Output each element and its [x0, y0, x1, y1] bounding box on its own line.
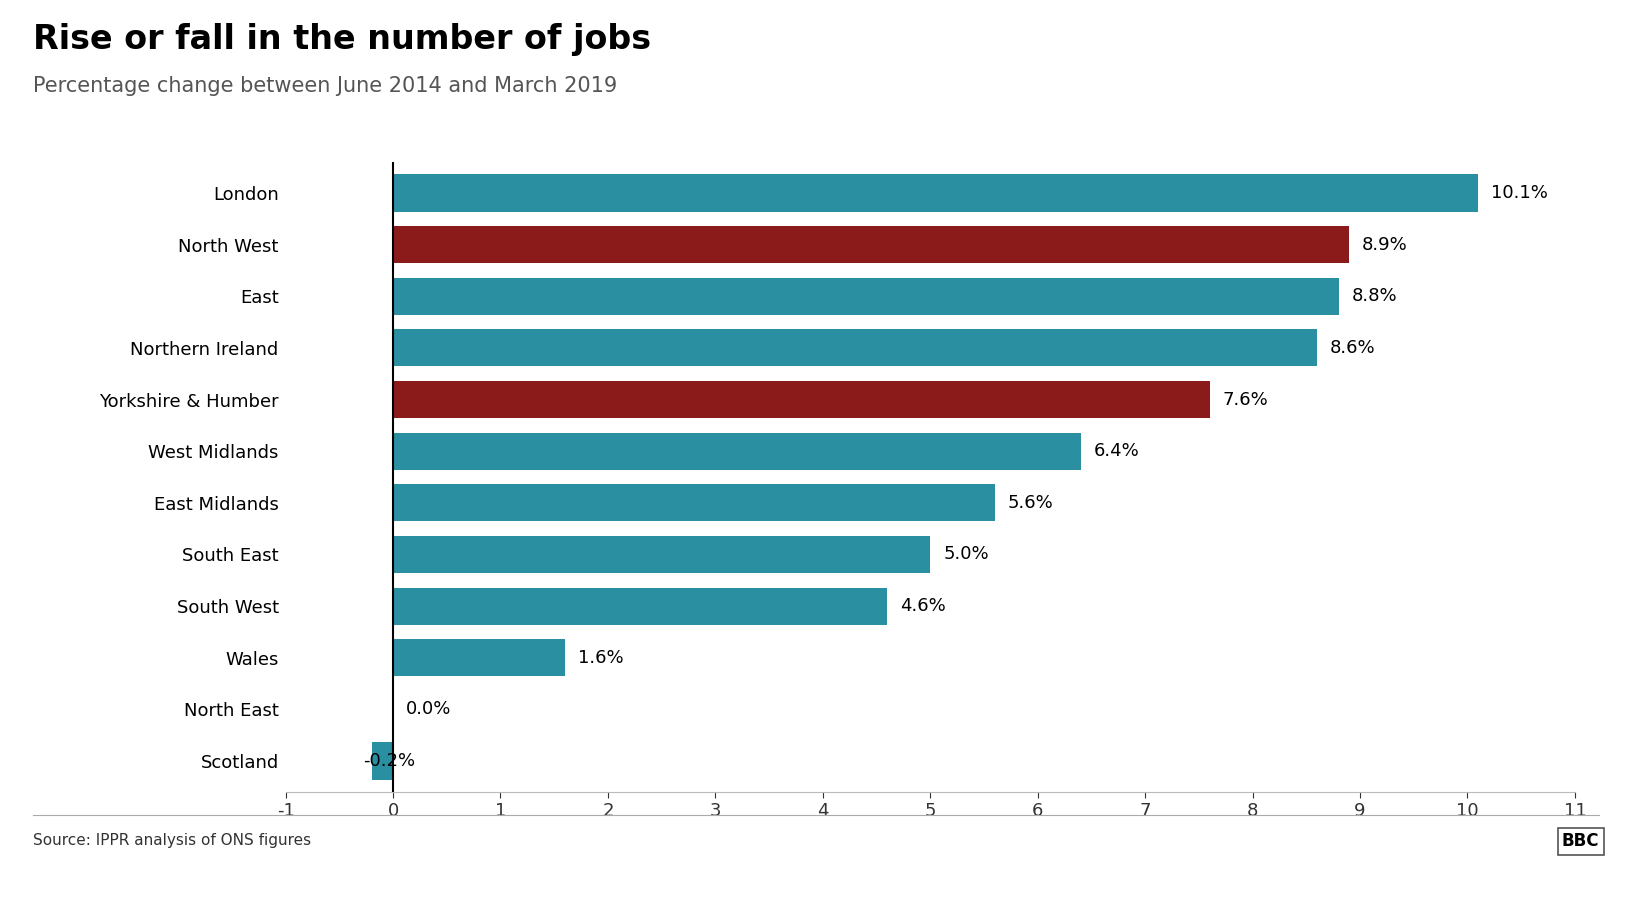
- Text: Rise or fall in the number of jobs: Rise or fall in the number of jobs: [33, 22, 651, 56]
- Text: 10.1%: 10.1%: [1492, 184, 1547, 202]
- Bar: [372, 742, 393, 779]
- Text: BBC: BBC: [1562, 832, 1599, 850]
- Bar: [393, 226, 1350, 263]
- Text: Percentage change between June 2014 and March 2019: Percentage change between June 2014 and …: [33, 76, 617, 96]
- Text: 1.6%: 1.6%: [578, 649, 623, 667]
- Text: 6.4%: 6.4%: [1093, 442, 1139, 460]
- Text: -0.2%: -0.2%: [362, 752, 415, 770]
- Bar: [393, 588, 888, 625]
- Bar: [393, 381, 1209, 418]
- Text: Source: IPPR analysis of ONS figures: Source: IPPR analysis of ONS figures: [33, 832, 310, 848]
- Bar: [393, 433, 1080, 470]
- Bar: [393, 175, 1479, 211]
- Text: 8.8%: 8.8%: [1351, 287, 1397, 305]
- Bar: [393, 329, 1317, 366]
- Text: 8.6%: 8.6%: [1330, 339, 1376, 357]
- Text: 7.6%: 7.6%: [1222, 391, 1268, 409]
- Text: 8.9%: 8.9%: [1363, 236, 1408, 254]
- Text: 0.0%: 0.0%: [406, 700, 452, 718]
- Bar: [393, 484, 994, 521]
- Bar: [393, 536, 930, 573]
- Text: 5.6%: 5.6%: [1007, 494, 1053, 512]
- Text: 4.6%: 4.6%: [901, 597, 947, 615]
- Text: 5.0%: 5.0%: [943, 545, 989, 563]
- Bar: [393, 278, 1338, 315]
- Bar: [393, 639, 565, 676]
